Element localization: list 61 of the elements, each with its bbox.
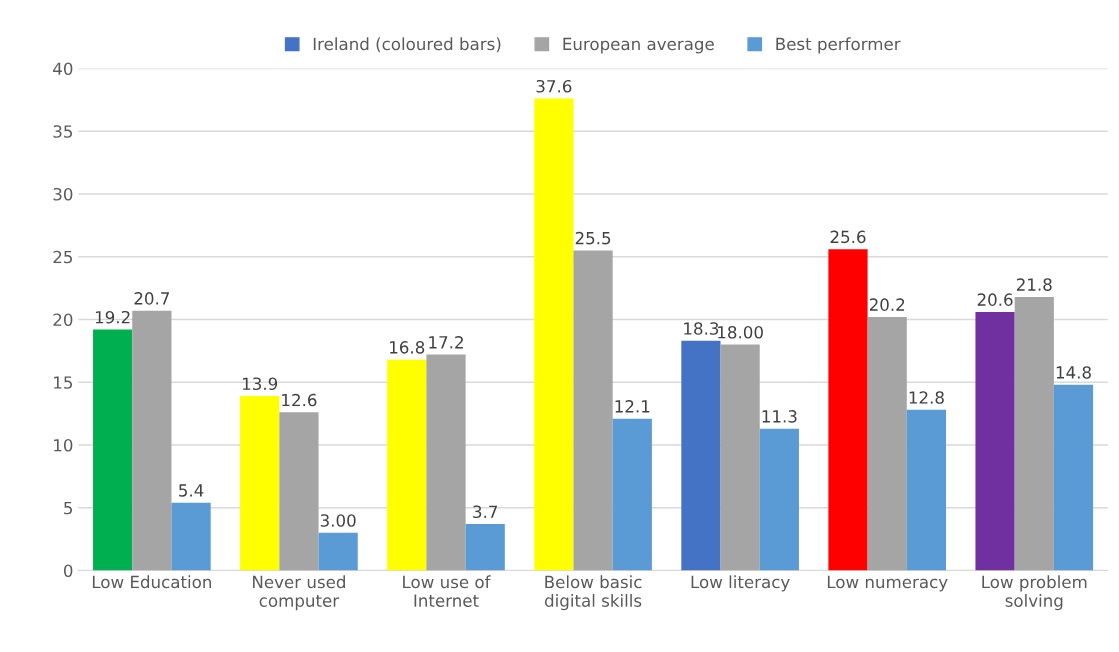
x-tick-label: Low Education [92, 575, 211, 589]
y-tick-label: 5 [64, 501, 73, 515]
bar [759, 428, 799, 571]
data-label: 18.3 [684, 322, 719, 335]
bar [387, 359, 427, 571]
y-tick-label: 30 [53, 187, 73, 201]
data-label: 13.9 [242, 377, 278, 391]
data-label: 12.1 [615, 400, 650, 413]
data-label: 25.5 [575, 231, 611, 245]
legend-label: Best performer [776, 37, 901, 54]
y-tick-label: 25 [53, 250, 73, 264]
data-label: 12.6 [282, 393, 317, 407]
y-tick-label: 15 [54, 376, 73, 389]
x-tick-label: Low literacy [691, 575, 790, 592]
data-label: 19.2 [95, 310, 130, 324]
data-label: 5.4 [179, 484, 204, 497]
bar [720, 344, 760, 571]
data-label: 11.3 [762, 410, 797, 423]
bar [867, 316, 907, 571]
x-tick-label: Low problem solving [982, 575, 1087, 611]
bar [681, 340, 721, 571]
x-tick-label: Low numeracy [827, 575, 948, 592]
x-tick-label: Never used computer [253, 575, 345, 611]
bar [975, 311, 1015, 571]
data-label: 20.6 [977, 293, 1013, 306]
data-label: 25.6 [830, 230, 866, 244]
y-tick-label: 35 [53, 125, 73, 138]
bar [465, 524, 505, 571]
data-label: 20.2 [869, 298, 905, 311]
data-label: 12.8 [909, 391, 944, 404]
bar [612, 418, 652, 571]
bar [132, 310, 172, 571]
data-label: 18.00 [718, 325, 763, 339]
bar [1014, 296, 1054, 571]
bar [534, 98, 574, 571]
bar [279, 412, 319, 571]
data-label: 14.8 [1056, 366, 1091, 379]
data-label: 16.8 [390, 341, 425, 354]
bar [240, 396, 280, 571]
data-label: 3.00 [320, 514, 356, 527]
y-tick-label: 20 [53, 313, 73, 327]
bar [171, 502, 211, 571]
bar [1053, 384, 1094, 571]
x-tick-label: Low use of Internet [403, 575, 491, 607]
data-label: 3.7 [473, 505, 498, 519]
data-label: 17.2 [429, 336, 463, 349]
data-label: 21.8 [1016, 278, 1052, 291]
legend-label: Ireland (coloured bars) [313, 37, 501, 53]
bar [906, 409, 947, 571]
bar [828, 249, 868, 571]
y-tick-label: 0 [63, 564, 73, 578]
legend-label: European average [563, 37, 714, 54]
bar [93, 329, 133, 571]
bar [318, 532, 358, 571]
x-tick-label: Below basic digital skills [544, 575, 642, 611]
bar [573, 250, 613, 571]
bar [426, 354, 466, 571]
data-label: 37.6 [536, 79, 572, 93]
y-tick-label: 10 [54, 438, 73, 452]
data-label: 20.7 [134, 292, 169, 305]
y-tick-label: 40 [53, 62, 73, 76]
